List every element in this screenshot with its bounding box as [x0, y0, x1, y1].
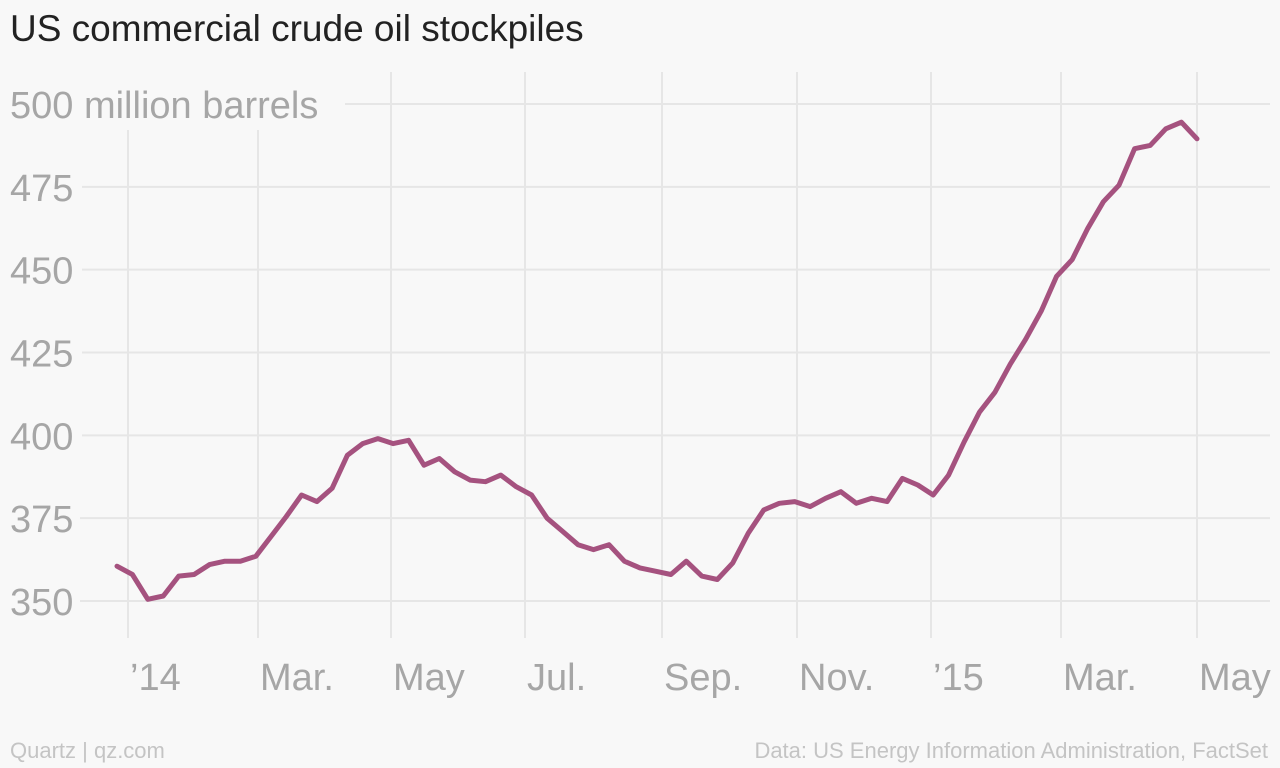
y-tick-label: 400 [10, 416, 73, 458]
y-axis-ticks: 350 375 400 425 450 475 500 million barrels [10, 85, 318, 624]
x-tick-label: ’14 [130, 657, 181, 699]
x-axis-ticks: ’14 Mar. May Jul. Sep. Nov. ’15 Mar. May [130, 657, 1271, 699]
y-tick-label: 450 [10, 251, 73, 293]
x-tick-label: Mar. [1063, 657, 1137, 699]
stockpiles-series-line [114, 119, 1200, 602]
y-tick-label: 375 [10, 499, 73, 541]
vertical-gridlines [127, 72, 1198, 638]
y-tick-label: 425 [10, 334, 73, 376]
x-tick-label: Jul. [527, 657, 586, 699]
footer-brand: Quartz | qz.com [10, 738, 165, 763]
footer-data-source: Data: US Energy Information Administrati… [754, 738, 1268, 763]
x-tick-label: May [393, 657, 465, 699]
x-tick-label: Mar. [260, 657, 334, 699]
x-tick-label: May [1199, 657, 1271, 699]
y-tick-label: 475 [10, 168, 73, 210]
horizontal-gridlines [80, 103, 1270, 602]
x-tick-label: ’15 [933, 657, 984, 699]
y-tick-label: 350 [10, 582, 73, 624]
y-tick-label: 500 million barrels [10, 85, 318, 127]
x-tick-label: Nov. [799, 657, 874, 699]
chart-title: US commercial crude oil stockpiles [10, 8, 584, 49]
x-tick-label: Sep. [664, 657, 742, 699]
